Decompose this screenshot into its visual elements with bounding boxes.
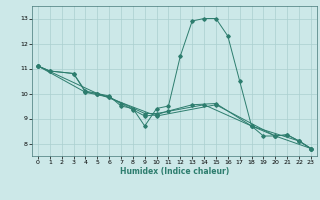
X-axis label: Humidex (Indice chaleur): Humidex (Indice chaleur) [120, 167, 229, 176]
